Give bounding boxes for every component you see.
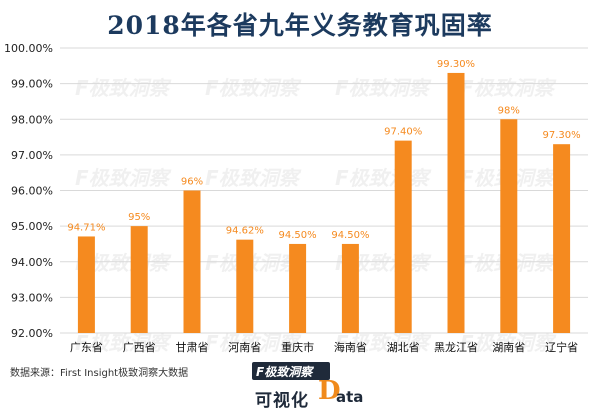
watermark-text: F极致洞察 <box>205 331 302 355</box>
data-label: 94.62% <box>226 226 264 237</box>
x-tick-label: 辽宁省 <box>545 340 578 354</box>
watermark-text: F极致洞察 <box>75 76 172 100</box>
watermark-text: F极致洞察 <box>460 331 557 355</box>
watermark-text: F极致洞察 <box>335 76 432 100</box>
watermark-text: F极致洞察 <box>75 331 172 355</box>
brand-text: 可视化 <box>255 391 309 411</box>
y-tick-label: 92.00% <box>11 327 53 340</box>
x-tick-label: 河南省 <box>228 341 261 354</box>
bar <box>183 190 201 333</box>
source-note: 数据来源：First Insight极致洞察大数据 <box>10 368 189 379</box>
y-tick-label: 94.00% <box>11 256 53 269</box>
y-tick-label: 99.00% <box>11 78 53 91</box>
data-label: 98% <box>498 105 520 116</box>
bar <box>341 243 359 333</box>
bar <box>77 236 95 333</box>
data-label: 99.30% <box>437 59 475 70</box>
watermark-text: F极致洞察 <box>75 166 172 190</box>
y-tick-label: 98.00% <box>11 113 53 126</box>
brand-logo-box <box>252 362 330 380</box>
chart-title: 2018年各省九年义务教育巩固率 <box>107 11 493 40</box>
data-label: 97.40% <box>384 127 422 138</box>
watermark-text: F极致洞察 <box>335 166 432 190</box>
bar <box>130 226 148 333</box>
x-tick-label: 黑龙江省 <box>434 341 478 354</box>
x-tick-label: 海南省 <box>334 340 367 354</box>
watermark-text: F极致洞察 <box>205 76 302 100</box>
data-label: 95% <box>128 212 150 223</box>
x-tick-label: 湖北省 <box>387 341 420 354</box>
watermark-text: F极致洞察 <box>205 166 302 190</box>
bar <box>394 140 412 333</box>
y-tick-label: 93.00% <box>11 291 53 304</box>
y-tick-label: 97.00% <box>11 149 53 162</box>
x-tick-label: 甘肃省 <box>176 341 209 354</box>
x-tick-label: 湖南省 <box>492 341 525 354</box>
bar <box>289 243 307 333</box>
x-tick-label: 广西省 <box>123 341 156 354</box>
brand-data-d: D <box>318 376 341 406</box>
data-label: 94.50% <box>331 230 369 241</box>
bar <box>236 239 254 333</box>
brand-logo-text: F极致洞察 <box>256 365 314 379</box>
x-tick-label: 重庆市 <box>281 340 314 354</box>
watermark-text: F极致洞察 <box>460 76 557 100</box>
bar <box>500 119 518 333</box>
bar <box>447 72 465 333</box>
y-tick-label: 95.00% <box>11 220 53 233</box>
data-label: 96% <box>181 177 203 188</box>
bar <box>553 144 571 333</box>
data-label: 97.30% <box>543 130 581 141</box>
y-tick-label: 100.00% <box>4 42 53 55</box>
data-label: 94.71% <box>67 222 105 233</box>
brand-data-rest: ata <box>336 388 364 406</box>
data-label: 94.50% <box>279 230 317 241</box>
y-tick-label: 96.00% <box>11 185 53 198</box>
x-tick-label: 广东省 <box>70 341 103 354</box>
watermark-text: F极致洞察 <box>335 331 432 355</box>
watermark-text: F极致洞察 <box>205 251 302 275</box>
